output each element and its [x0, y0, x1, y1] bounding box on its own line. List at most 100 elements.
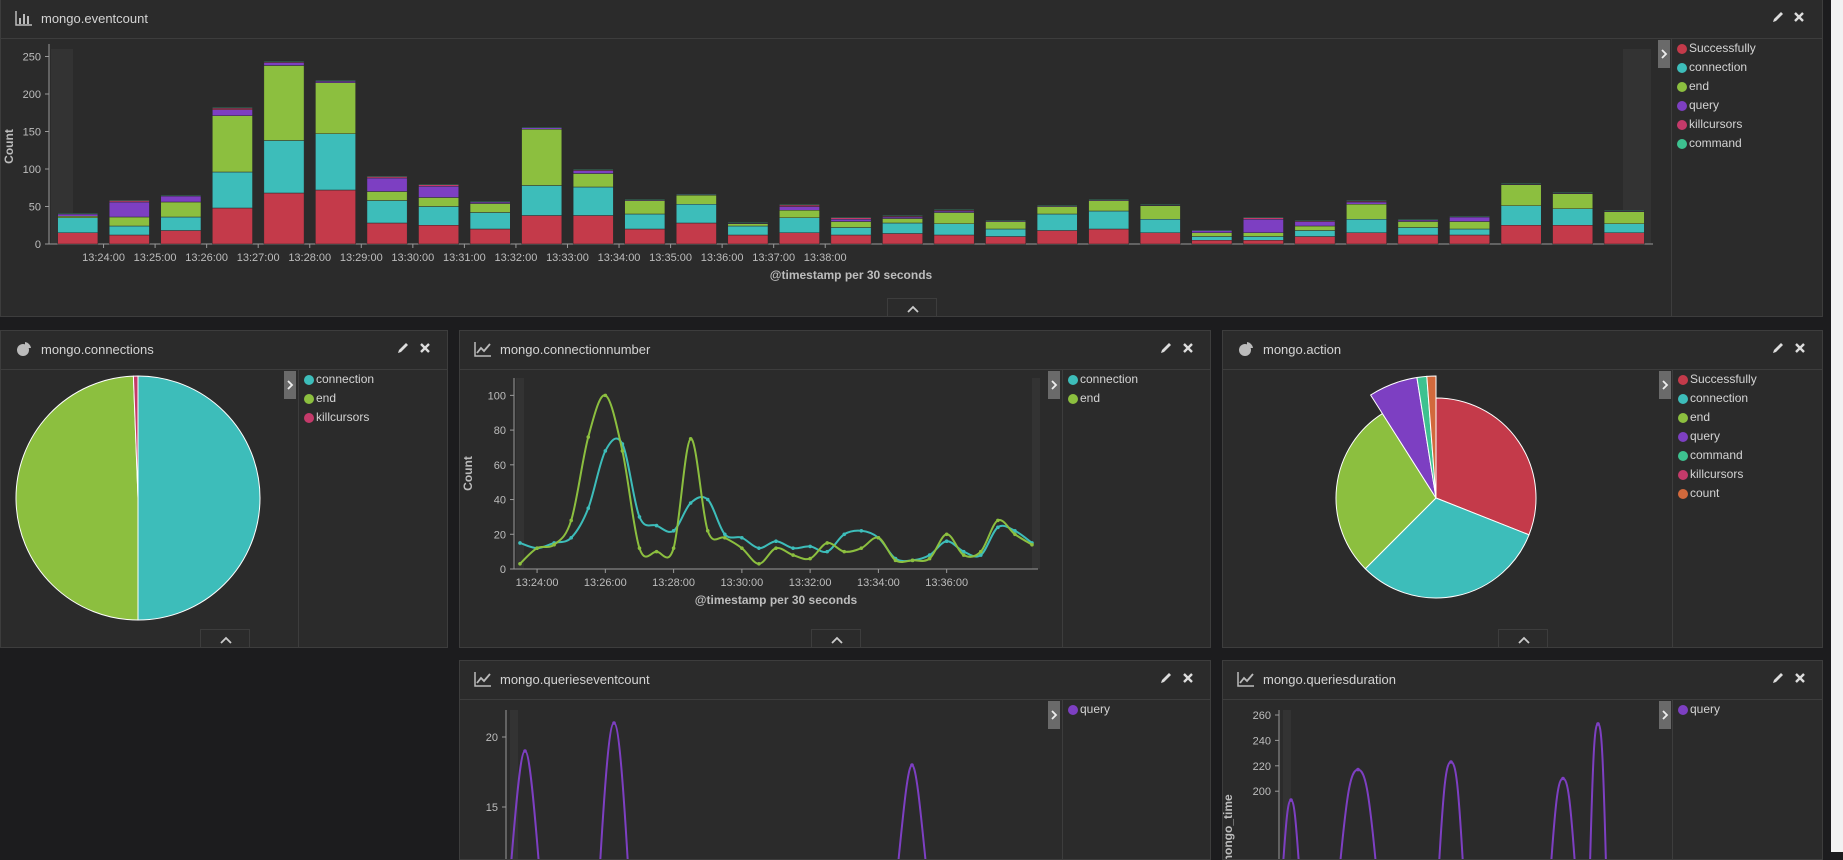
panel-title: mongo.eventcount [41, 11, 148, 26]
edit-icon[interactable] [1771, 341, 1785, 355]
legend-toggle-button[interactable] [284, 371, 296, 399]
legend-toggle-button[interactable] [1659, 371, 1671, 399]
data-point [740, 546, 744, 550]
legend-toggle-button[interactable] [1658, 40, 1670, 68]
data-point [774, 546, 778, 550]
legend-item[interactable]: end [1672, 77, 1822, 96]
bar-segment [779, 210, 819, 218]
legend-label: connection [316, 372, 374, 386]
bar-segment [1501, 206, 1541, 226]
bar-segment [1501, 225, 1541, 244]
data-point [523, 749, 527, 753]
legend-toggle-button[interactable] [1659, 701, 1671, 729]
x-tick-label: 13:24:00 [82, 252, 125, 264]
edit-icon[interactable] [1771, 671, 1785, 685]
legend-item[interactable]: query [1672, 96, 1822, 115]
bar-segment [58, 214, 98, 216]
legend-item[interactable]: end [299, 389, 447, 408]
bar-segment [676, 204, 716, 223]
legend-item[interactable]: end [1063, 389, 1210, 408]
y-tick-label: 0 [500, 564, 506, 576]
window-scrollbar[interactable] [1831, 0, 1843, 852]
legend-toggle-button[interactable] [1048, 701, 1060, 729]
legend-item[interactable]: query [1673, 700, 1822, 719]
data-point [945, 539, 949, 543]
close-icon[interactable] [1792, 10, 1806, 24]
legend-swatch-icon [1068, 394, 1078, 404]
bar-segment [1192, 233, 1232, 237]
legend-item[interactable]: killcursors [1672, 115, 1822, 134]
y-tick-label: 0 [35, 239, 41, 251]
legend-item[interactable]: end [1673, 408, 1822, 427]
edit-icon[interactable] [1159, 671, 1173, 685]
legend: query [1672, 699, 1822, 859]
bar-segment [470, 204, 510, 213]
bar-segment [882, 219, 922, 224]
legend-label: Successfully [1689, 41, 1756, 55]
close-icon[interactable] [1181, 671, 1195, 685]
data-point [928, 557, 932, 561]
bar-segment [1604, 212, 1644, 224]
y-tick-label: 15 [486, 802, 498, 814]
edit-icon[interactable] [396, 341, 410, 355]
legend-item[interactable]: killcursors [299, 408, 447, 427]
legend-item[interactable]: count [1673, 484, 1822, 503]
legend-item[interactable]: killcursors [1673, 465, 1822, 484]
bar-segment [625, 229, 665, 244]
bar-segment [58, 218, 98, 233]
legend-swatch-icon [1678, 432, 1688, 442]
panel-header: mongo.connectionnumber [460, 331, 1210, 370]
bar-segment [1346, 219, 1386, 233]
data-point [604, 449, 608, 453]
bar-segment [1192, 230, 1232, 231]
close-icon[interactable] [418, 341, 432, 355]
data-point [586, 506, 590, 510]
bar-segment [1346, 204, 1386, 219]
legend-swatch-icon [1678, 451, 1688, 461]
legend-item[interactable]: command [1673, 446, 1822, 465]
data-point [638, 546, 642, 550]
data-point [962, 553, 966, 557]
legend-item[interactable]: query [1063, 700, 1210, 719]
collapse-tab[interactable] [811, 629, 861, 648]
bar-segment [264, 61, 304, 62]
legend-item[interactable]: connection [299, 370, 447, 389]
close-icon[interactable] [1181, 341, 1195, 355]
bar-segment [1192, 231, 1232, 233]
y-tick-label: 150 [23, 127, 41, 139]
edit-icon[interactable] [1159, 341, 1173, 355]
collapse-tab[interactable] [200, 629, 250, 648]
x-tick-label: 13:38:00 [804, 252, 847, 264]
legend-item[interactable]: query [1673, 427, 1822, 446]
legend-item[interactable]: connection [1672, 58, 1822, 77]
legend-label: query [1690, 429, 1720, 443]
legend-label: count [1690, 486, 1719, 500]
data-point [910, 763, 914, 767]
y-tick-label: 20 [486, 732, 498, 744]
bar-segment [58, 233, 98, 244]
legend-item[interactable]: command [1672, 134, 1822, 153]
bar-segment [625, 214, 665, 229]
legend-item[interactable]: Successfully [1673, 370, 1822, 389]
bar-segment [1192, 240, 1232, 244]
bar-segment [1346, 233, 1386, 244]
bar-segment [161, 195, 201, 196]
y-tick-label: 80 [494, 425, 506, 437]
legend-item[interactable]: Successfully [1672, 39, 1822, 58]
close-icon[interactable] [1793, 671, 1807, 685]
legend-swatch-icon [1677, 82, 1687, 92]
legend-item[interactable]: connection [1063, 370, 1210, 389]
edit-icon[interactable] [1771, 10, 1785, 24]
collapse-tab[interactable] [887, 298, 937, 317]
bar-segment [625, 201, 665, 215]
bar-segment [161, 231, 201, 245]
legend-toggle-button[interactable] [1048, 371, 1060, 399]
data-point [689, 501, 693, 505]
bar-segment [1295, 226, 1335, 231]
collapse-tab[interactable] [1498, 629, 1548, 648]
close-icon[interactable] [1793, 341, 1807, 355]
legend-item[interactable]: connection [1673, 389, 1822, 408]
bar-segment [470, 213, 510, 230]
